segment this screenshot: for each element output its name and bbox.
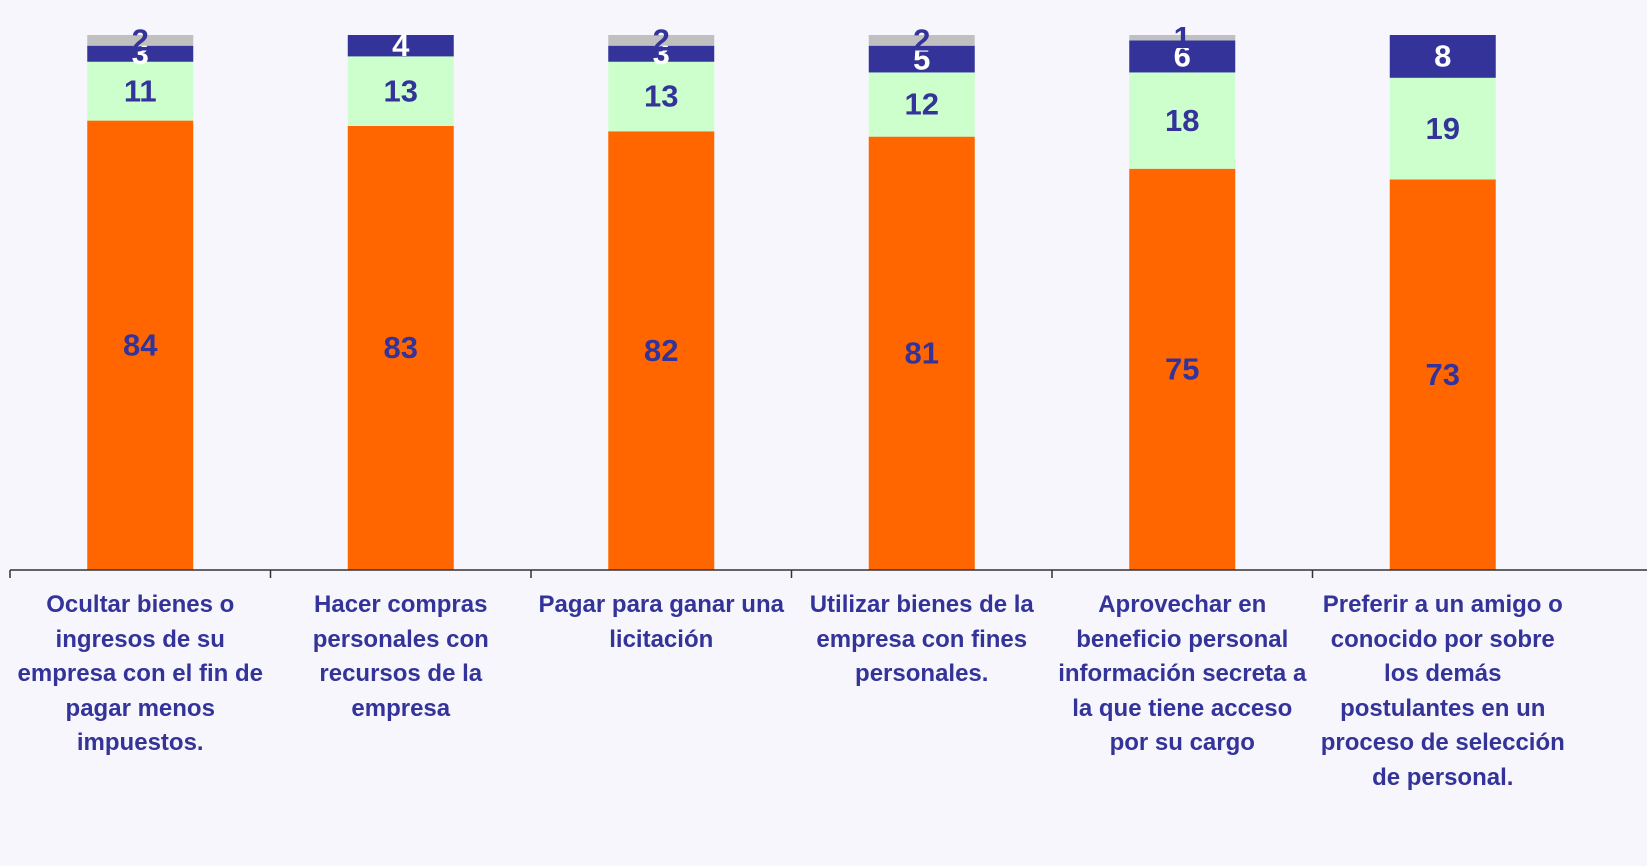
bar-segment <box>1389 35 1496 78</box>
bar-segment <box>608 61 715 132</box>
bar-segment <box>868 72 975 137</box>
bar-segment <box>868 45 975 73</box>
data-label: 1 <box>1174 20 1191 55</box>
data-label: 13 <box>644 79 678 114</box>
bar-segment <box>1389 77 1496 180</box>
data-label: 82 <box>644 333 678 368</box>
bar-segment <box>868 136 975 570</box>
data-label: 19 <box>1426 111 1460 146</box>
bar-segment <box>1129 72 1236 169</box>
bar-segment <box>1129 35 1236 41</box>
data-label: 2 <box>653 23 670 58</box>
category-label: Hacer compras personales con recursos de… <box>312 591 489 722</box>
category-label: Preferir a un amigo o conocido por sobre… <box>1320 591 1565 791</box>
category-label: Pagar para ganar una licitación <box>538 591 784 653</box>
data-label: 8 <box>1434 39 1451 74</box>
data-label: 4 <box>392 28 410 63</box>
bar-segment <box>608 35 715 46</box>
data-label: 75 <box>1165 352 1199 387</box>
bar-segment <box>608 45 715 62</box>
data-label: 84 <box>123 327 158 362</box>
category-label: Utilizar bienes de la empresa con fines … <box>809 591 1034 687</box>
bar-segment <box>87 35 194 46</box>
bar-segment <box>1129 168 1236 570</box>
bar-segment <box>1389 179 1496 570</box>
category-label: Ocultar bienes o ingresos de su empresa … <box>17 591 263 756</box>
data-label: 81 <box>905 336 939 371</box>
bar-segment <box>87 61 194 121</box>
data-label: 13 <box>384 73 418 108</box>
bar-segment <box>868 35 975 46</box>
bar-segment <box>347 35 454 57</box>
bar-segment <box>608 131 715 571</box>
data-label: 18 <box>1165 103 1199 138</box>
data-label: 12 <box>905 87 939 122</box>
data-label: 11 <box>124 73 157 108</box>
bar-segment <box>1129 40 1236 73</box>
bar-segment <box>87 120 194 570</box>
category-label: Aprovechar en beneficio personal informa… <box>1058 591 1307 756</box>
bar-segment <box>347 125 454 570</box>
data-label: 73 <box>1426 357 1460 392</box>
data-label: 83 <box>384 330 418 365</box>
bar-segment <box>87 45 194 62</box>
bar-segment <box>347 56 454 126</box>
data-label: 5 <box>913 41 930 76</box>
data-label: 6 <box>1174 39 1191 74</box>
data-label: 2 <box>913 23 930 58</box>
data-label: 2 <box>132 23 149 58</box>
